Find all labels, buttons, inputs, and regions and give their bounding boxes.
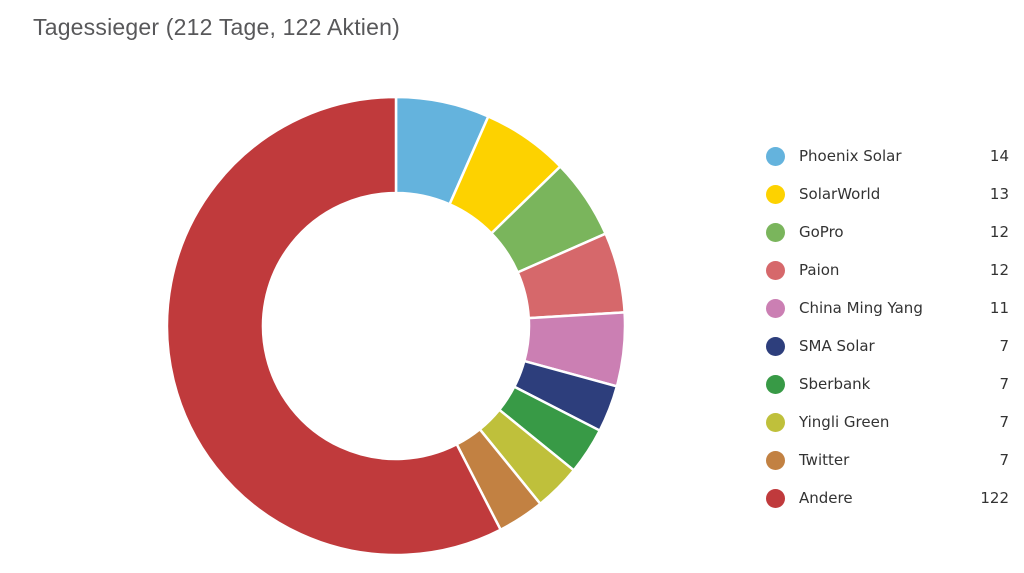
legend-swatch-icon	[766, 488, 785, 508]
legend-label: Phoenix Solar	[799, 147, 902, 165]
legend-label: China Ming Yang	[799, 299, 923, 317]
legend-swatch-icon	[766, 450, 785, 470]
legend-label: GoPro	[799, 223, 844, 241]
legend-value: 12	[989, 261, 1009, 279]
legend-label: Yingli Green	[799, 413, 890, 431]
legend-swatch-icon	[766, 146, 785, 166]
legend: Phoenix Solar 14 SolarWorld 13 GoPro 12 Paion 1…	[766, 137, 1009, 517]
legend-item-sberbank[interactable]: Sberbank 7	[766, 365, 1009, 403]
legend-swatch-icon	[766, 260, 785, 280]
legend-value: 7	[999, 413, 1009, 431]
legend-swatch-icon	[766, 336, 785, 356]
legend-item-paion[interactable]: Paion 12	[766, 251, 1009, 289]
legend-swatch-icon	[766, 374, 785, 394]
legend-swatch-icon	[766, 184, 785, 204]
legend-value: 7	[999, 337, 1009, 355]
legend-label: Andere	[799, 489, 853, 507]
legend-label: Twitter	[799, 451, 850, 469]
legend-value: 11	[989, 299, 1009, 317]
legend-value: 13	[989, 185, 1009, 203]
legend-item-sma-solar[interactable]: SMA Solar 7	[766, 327, 1009, 365]
legend-swatch-icon	[766, 412, 785, 432]
legend-label: SMA Solar	[799, 337, 875, 355]
legend-item-china-ming-yang[interactable]: China Ming Yang 11	[766, 289, 1009, 327]
legend-item-andere[interactable]: Andere 122	[766, 479, 1009, 517]
legend-value: 12	[989, 223, 1009, 241]
legend-label: Sberbank	[799, 375, 871, 393]
legend-label: Paion	[799, 261, 840, 279]
legend-value: 14	[989, 147, 1009, 165]
legend-item-phoenix-solar[interactable]: Phoenix Solar 14	[766, 137, 1009, 175]
legend-item-gopro[interactable]: GoPro 12	[766, 213, 1009, 251]
legend-value: 7	[999, 451, 1009, 469]
legend-swatch-icon	[766, 298, 785, 318]
legend-value: 122	[980, 489, 1009, 507]
legend-item-solarworld[interactable]: SolarWorld 13	[766, 175, 1009, 213]
legend-label: SolarWorld	[799, 185, 881, 203]
legend-item-twitter[interactable]: Twitter 7	[766, 441, 1009, 479]
legend-item-yingli-green[interactable]: Yingli Green 7	[766, 403, 1009, 441]
legend-swatch-icon	[766, 222, 785, 242]
chart-title: Tagessieger (212 Tage, 122 Aktien)	[33, 14, 400, 40]
legend-value: 7	[999, 375, 1009, 393]
donut-slice-andere[interactable]	[165, 95, 502, 557]
